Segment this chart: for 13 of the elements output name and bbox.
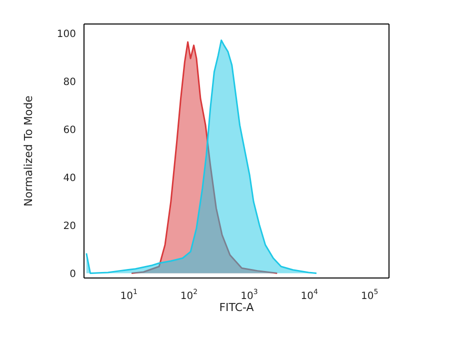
x-tick-label: 10$^{4}$ bbox=[300, 288, 319, 302]
y-tick-label: 0 bbox=[70, 268, 76, 280]
x-tick-label: 10$^{3}$ bbox=[240, 288, 258, 302]
y-tick-label: 40 bbox=[63, 172, 76, 184]
y-tick-label: 60 bbox=[63, 124, 76, 136]
y-axis-title: Normalized To Mode bbox=[22, 95, 35, 206]
x-tick-label: 10$^{1}$ bbox=[120, 288, 138, 302]
y-tick-label: 100 bbox=[56, 29, 76, 40]
x-axis-title: FITC-A bbox=[219, 301, 254, 314]
x-tick-label: 10$^{5}$ bbox=[361, 288, 378, 302]
y-tick-label: 80 bbox=[63, 77, 76, 88]
y-tick-label: 20 bbox=[63, 220, 76, 232]
x-tick-label: 10$^{2}$ bbox=[180, 288, 198, 302]
